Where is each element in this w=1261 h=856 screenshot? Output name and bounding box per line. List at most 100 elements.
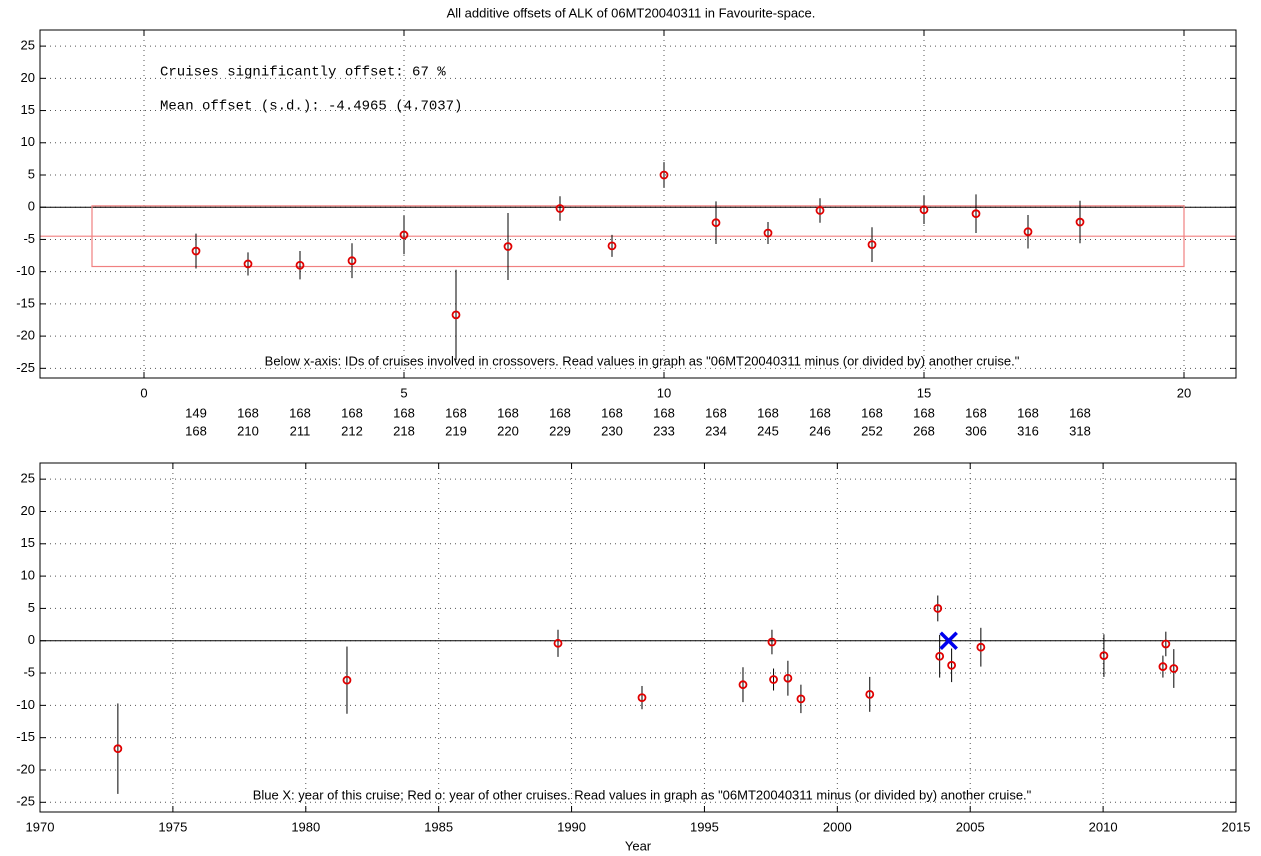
axes-frame xyxy=(39,462,1237,813)
x-tick-label: 1975 xyxy=(158,819,187,834)
y-tick-label: 10 xyxy=(21,134,35,149)
cruise-id: 168 xyxy=(549,405,571,420)
data-point xyxy=(659,170,669,180)
cruise-id: 168 xyxy=(913,405,935,420)
y-tick-label: -25 xyxy=(16,794,35,809)
data-point xyxy=(711,218,721,228)
data-point xyxy=(113,744,123,754)
annotation: Cruises significantly offset: 67 % xyxy=(160,65,446,81)
cruise-id: 168 xyxy=(185,423,207,438)
x-tick-label: 1985 xyxy=(424,819,453,834)
data-point xyxy=(971,209,981,219)
cruise-id: 211 xyxy=(290,423,311,438)
cruise-id: 316 xyxy=(1017,423,1039,438)
data-point xyxy=(947,660,957,670)
cruise-id: 168 xyxy=(497,405,519,420)
data-point xyxy=(637,693,647,703)
cruise-id: 268 xyxy=(913,423,935,438)
data-point xyxy=(1161,639,1171,649)
cruise-id: 168 xyxy=(965,405,987,420)
y-tick-label: 15 xyxy=(21,535,35,550)
annotation: Blue X: year of this cruise; Red o: year… xyxy=(253,787,1032,802)
data-point xyxy=(451,310,461,320)
data-point xyxy=(555,204,565,213)
data-point xyxy=(976,642,986,652)
data-point xyxy=(763,228,773,238)
x-tick-label: 1970 xyxy=(26,819,55,834)
sd-box xyxy=(91,205,1185,268)
cruise-id: 229 xyxy=(549,423,571,438)
cruise-id: 168 xyxy=(341,405,363,420)
data-point xyxy=(815,206,825,215)
x-tick-label: 1980 xyxy=(291,819,320,834)
cruise-id: 168 xyxy=(809,405,831,420)
cruise-id: 168 xyxy=(1069,405,1091,420)
data-point xyxy=(935,651,945,661)
data-point xyxy=(342,675,352,685)
cruise-id: 220 xyxy=(497,423,519,438)
data-point xyxy=(503,242,513,251)
data-point xyxy=(553,638,563,648)
cruise-id: 212 xyxy=(341,423,363,438)
y-tick-label: 20 xyxy=(21,503,35,518)
cruise-id: 168 xyxy=(705,405,727,420)
x-tick-label: 2015 xyxy=(1222,819,1251,834)
y-tick-label: 10 xyxy=(21,568,35,583)
cruise-id: 168 xyxy=(237,405,259,420)
y-tick-label: -10 xyxy=(16,697,35,712)
x-tick-label: 2005 xyxy=(956,819,985,834)
data-point xyxy=(347,256,357,266)
x-tick-label: 5 xyxy=(400,385,407,400)
data-point xyxy=(783,673,793,683)
y-tick-label: -5 xyxy=(23,231,35,246)
y-tick-label: -25 xyxy=(16,360,35,375)
y-tick-label: -5 xyxy=(23,664,35,679)
cruise-id: 306 xyxy=(965,423,987,438)
data-point xyxy=(191,246,201,256)
cruise-id: 168 xyxy=(757,405,779,420)
cruise-id: 230 xyxy=(601,423,623,438)
y-tick-label: -10 xyxy=(16,263,35,278)
cruise-id: 168 xyxy=(289,405,311,420)
cruise-id: 246 xyxy=(809,423,831,438)
data-point xyxy=(399,230,409,240)
cruise-id: 149 xyxy=(185,405,207,420)
data-point xyxy=(796,694,806,704)
cruise-id: 219 xyxy=(445,423,467,438)
cruise-id: 252 xyxy=(861,423,883,438)
data-point xyxy=(865,689,875,699)
cruise-id: 233 xyxy=(653,423,675,438)
this-cruise-marker xyxy=(939,631,958,650)
x-tick-label: 0 xyxy=(140,385,147,400)
data-point xyxy=(867,240,877,250)
data-point xyxy=(1075,217,1085,227)
data-point xyxy=(1023,227,1033,237)
data-point xyxy=(933,604,943,613)
x-tick-label: 10 xyxy=(657,385,671,400)
data-point xyxy=(295,260,305,270)
x-tick-label: 1990 xyxy=(557,819,586,834)
y-tick-label: 0 xyxy=(28,632,35,647)
data-point xyxy=(767,637,777,647)
y-tick-label: 25 xyxy=(21,38,35,53)
x-tick-label: 2000 xyxy=(823,819,852,834)
data-point xyxy=(769,675,778,684)
y-tick-label: 5 xyxy=(28,600,35,615)
x-axis-label: Year xyxy=(625,838,652,853)
x-tick-label: 20 xyxy=(1177,385,1191,400)
chart-title: All additive offsets of ALK of 06MT20040… xyxy=(447,5,816,20)
cruise-id: 218 xyxy=(393,423,415,438)
y-tick-label: -15 xyxy=(16,729,35,744)
data-point xyxy=(1169,664,1179,673)
cruise-id: 318 xyxy=(1069,423,1091,438)
cruise-id: 234 xyxy=(705,423,727,438)
y-tick-label: 5 xyxy=(28,166,35,181)
data-point xyxy=(607,241,617,251)
cruise-id: 168 xyxy=(393,405,415,420)
data-point xyxy=(1099,651,1109,660)
axes-frame xyxy=(39,29,1237,379)
x-tick-label: 1995 xyxy=(690,819,719,834)
y-tick-label: 0 xyxy=(28,199,35,214)
annotation: Below x-axis: IDs of cruises involved in… xyxy=(265,353,1020,368)
